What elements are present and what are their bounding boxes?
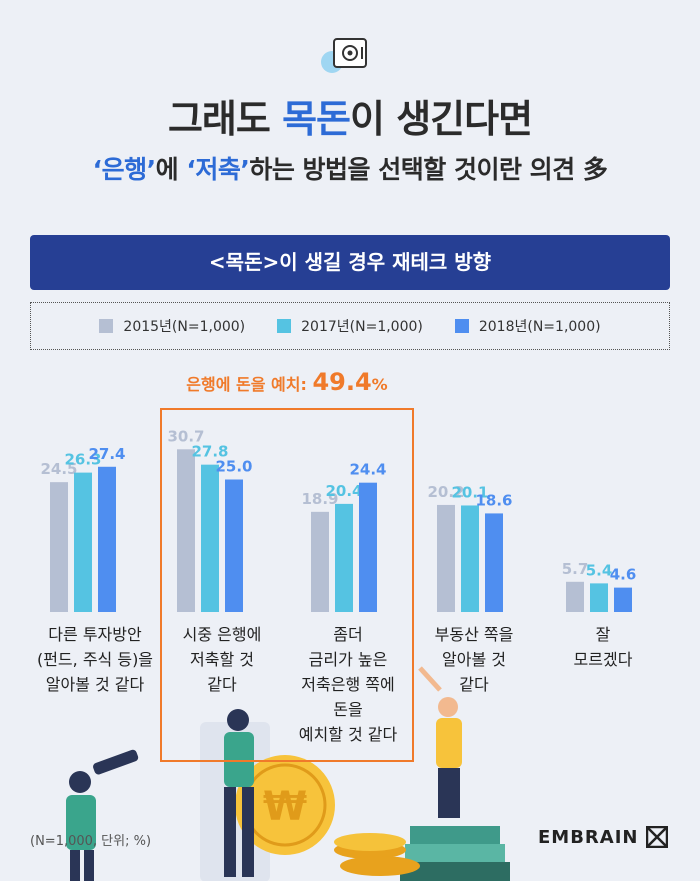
category-label-line: 다른 투자방안 [48, 625, 142, 644]
data-label-s0-c4: 5.7 [562, 560, 589, 578]
svg-text:₩: ₩ [263, 784, 307, 830]
bar-s0-c1 [177, 449, 195, 612]
bar-s1-c0 [74, 472, 92, 612]
chart-banner: <목돈>이 생길 경우 재테크 방향 [30, 235, 670, 290]
bar-s2-c0 [98, 466, 116, 612]
category-label-line: 예치할 것 같다 [298, 725, 398, 744]
category-label-line: 돈을 [333, 700, 363, 719]
chart-legend: 2015년(N=1,000) 2017년(N=1,000) 2018년(N=1,… [30, 302, 670, 350]
category-label-line: 부동산 쪽을 [434, 625, 514, 644]
data-label-s1-c4: 5.4 [586, 561, 613, 579]
data-label-s2-c3: 18.6 [475, 491, 512, 509]
data-label-s2-c4: 4.6 [610, 566, 637, 584]
data-label-s2-c0: 27.4 [88, 445, 125, 463]
legend-item-2017: 2017년(N=1,000) [277, 316, 423, 336]
category-label-line: 좀더 [333, 625, 363, 644]
bar-s1-c4 [590, 583, 608, 612]
footnote: (N=1,000, 단위; %) [30, 834, 152, 849]
category-label-line: 시중 은행에 [182, 625, 262, 644]
callout-box [160, 408, 414, 762]
bar-s2-c1 [225, 479, 243, 612]
data-label-s2-c1: 25.0 [215, 458, 252, 476]
data-label-s0-c3: 20.2 [427, 483, 464, 501]
bar-s2-c4 [614, 587, 632, 612]
category-label-line: 알아볼 것 [442, 650, 506, 669]
data-label-s0-c0: 24.5 [40, 460, 77, 478]
bar-s1-c2 [335, 503, 353, 612]
data-label-s0-c1: 30.7 [167, 427, 204, 445]
data-label-s1-c0: 26.3 [64, 451, 101, 469]
category-label-line: 금리가 높은 [308, 650, 388, 669]
data-label-s2-c2: 24.4 [349, 461, 386, 479]
bar-s1-c1 [201, 464, 219, 612]
category-label-line: 저축할 것 [190, 650, 254, 669]
page-title: 그래도 목돈이 생긴다면 [167, 97, 533, 141]
bar-s2-c2 [359, 482, 377, 612]
bar-s0-c2 [311, 511, 329, 612]
category-label-line: 알아볼 것 같다 [45, 675, 145, 694]
page-subtitle: ‘은행’에 ‘저축’하는 방법을 선택할 것이란 의견 多 [92, 155, 608, 184]
bar-s0-c0 [50, 482, 68, 612]
bar-s0-c4 [566, 581, 584, 612]
category-label-line: 같다 [207, 675, 237, 694]
category-label-line: 모르겠다 [573, 650, 633, 669]
category-label-line: 잘 [595, 625, 611, 644]
bar-s2-c3 [485, 513, 503, 612]
legend-item-2018: 2018년(N=1,000) [454, 316, 601, 336]
brand-logo: EMBRAIN [538, 826, 669, 848]
data-label-s1-c1: 27.8 [191, 443, 228, 461]
data-label-s1-c3: 20.1 [451, 483, 488, 501]
category-label-line: 저축은행 쪽에 [301, 675, 395, 694]
legend-item-2015: 2015년(N=1,000) [99, 316, 245, 336]
bar-s0-c3 [437, 504, 455, 612]
category-label-line: (펀드, 주식 등)을 [36, 650, 154, 669]
bar-s1-c3 [461, 505, 479, 612]
category-label-line: 같다 [459, 675, 489, 694]
embrain-mark-icon [646, 826, 669, 848]
callout-label: 은행에 돈을 예치: 49.4% [186, 368, 388, 396]
data-label-s1-c2: 20.4 [325, 482, 362, 500]
safe-icon [321, 38, 367, 73]
data-label-s0-c2: 18.9 [301, 490, 338, 508]
